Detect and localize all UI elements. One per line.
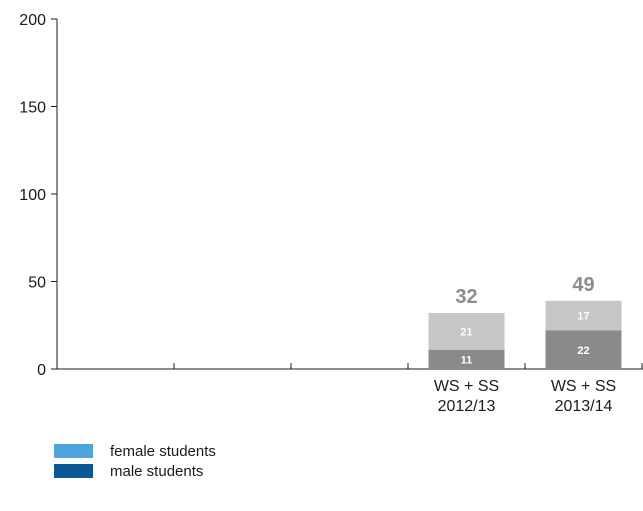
y-tick-label: 200 [19, 12, 46, 29]
legend-swatch-female [54, 444, 93, 458]
bar-segment [428, 313, 505, 350]
bar-segment [428, 349, 505, 369]
x-category-label: 2012/13 [438, 398, 496, 415]
bar-total-label: 49 [572, 274, 594, 296]
legend-label-male: male students [110, 462, 204, 480]
chart-legend: female students male students [54, 441, 216, 481]
bar-segment [545, 330, 622, 369]
y-tick-label: 0 [37, 362, 46, 379]
bar-total-label: 32 [455, 286, 477, 308]
legend-label-female: female students [110, 442, 216, 460]
legend-item-female: female students [54, 441, 216, 461]
x-category-label: 2013/14 [555, 398, 613, 415]
legend-swatch-male [54, 464, 93, 478]
y-tick-label: 100 [19, 187, 46, 204]
bar-segment [545, 300, 622, 331]
bar-segment-label: 22 [577, 345, 589, 357]
x-category-label: WS + SS [434, 378, 499, 395]
bar-segment-label: 11 [461, 354, 473, 366]
y-tick-label: 50 [28, 275, 46, 292]
stacked-bar-chart: 0 50 100 150 200 11 21 32 WS + SS 2012/13 22 17 49 WS… [19, 12, 643, 415]
bar-segment-label: 21 [460, 326, 472, 338]
legend-item-male: male students [54, 461, 216, 481]
x-category-label: WS + SS [551, 378, 616, 395]
y-tick-label: 150 [19, 100, 46, 117]
bar-segment-label: 17 [577, 311, 589, 323]
